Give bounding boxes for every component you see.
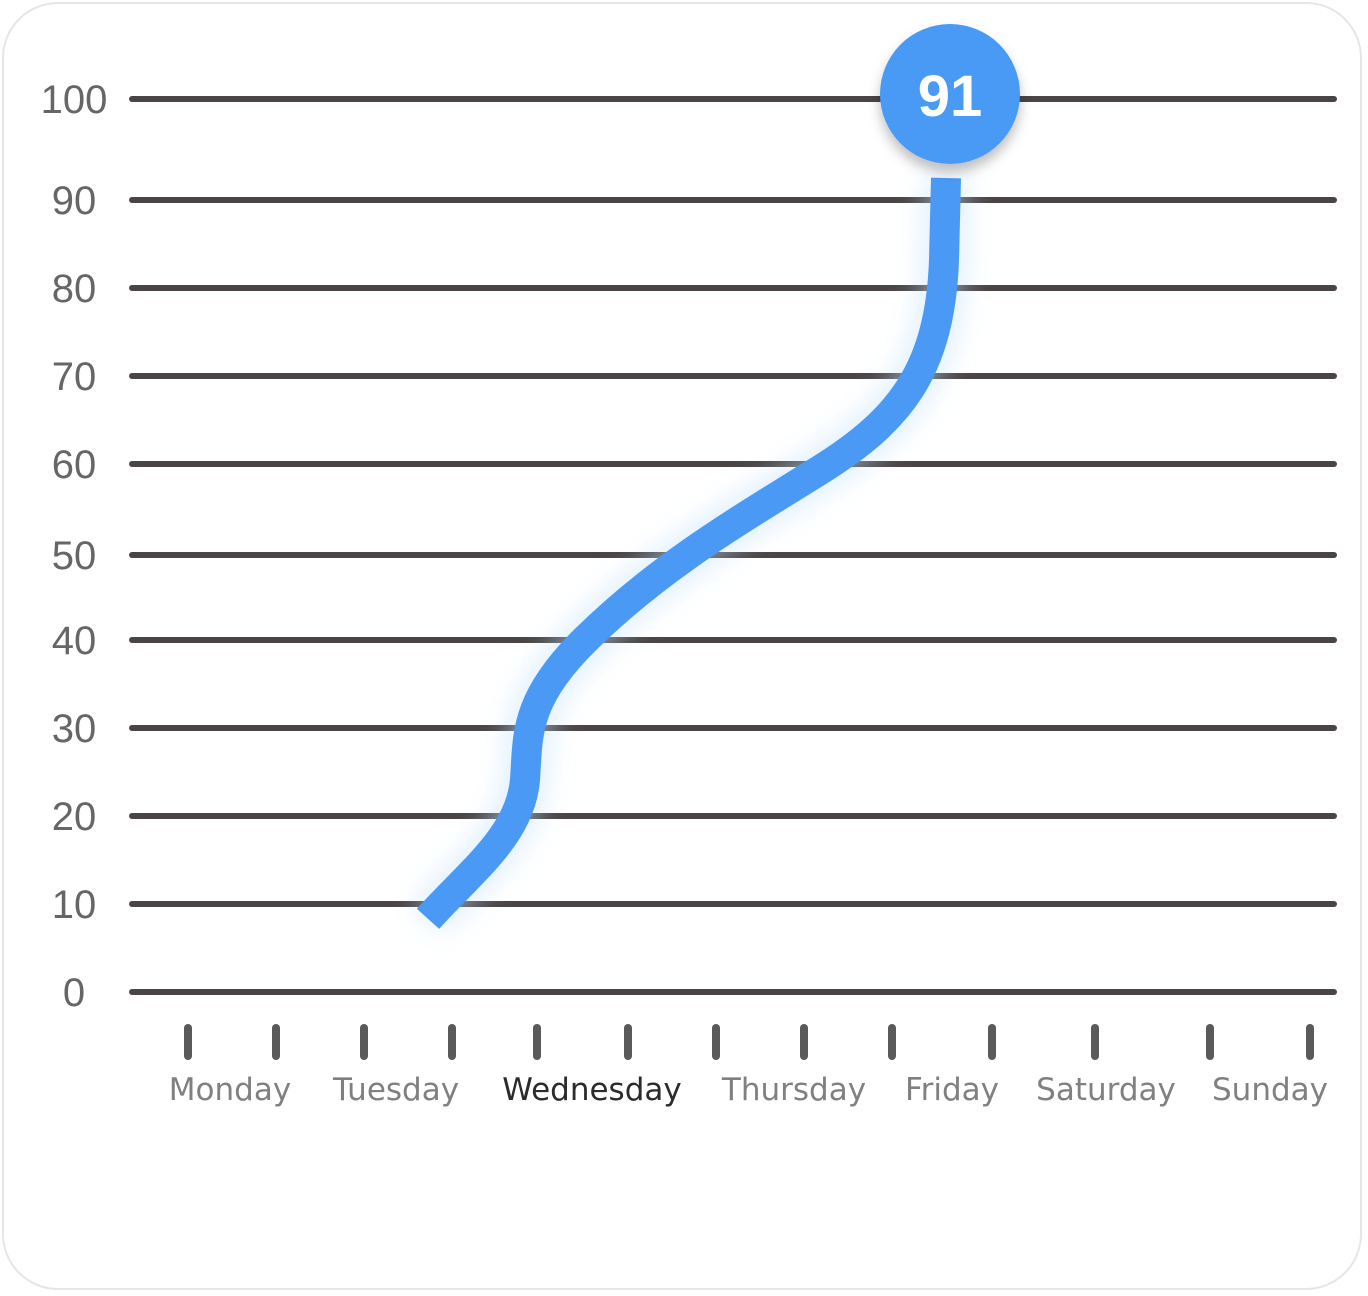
y-tick-label: 30 <box>52 707 97 751</box>
y-tick-label: 40 <box>52 619 97 663</box>
y-tick-label: 90 <box>52 179 97 223</box>
y-tick-label: 10 <box>52 883 97 927</box>
y-tick-label: 80 <box>52 267 97 311</box>
y-tick-label: 100 <box>41 78 108 122</box>
y-tick-label: 0 <box>63 971 85 1015</box>
x-label-monday: Monday <box>169 1072 291 1108</box>
x-label-tuesday: Tuesday <box>332 1072 459 1108</box>
series-line-path <box>416 177 961 929</box>
callout-value: 91 <box>918 64 983 129</box>
x-label-saturday: Saturday <box>1036 1072 1176 1108</box>
callout-bubble <box>880 24 1020 164</box>
y-tick-label: 70 <box>52 355 97 399</box>
y-tick-label: 20 <box>52 795 97 839</box>
gridlines <box>129 96 1337 995</box>
y-tick-label: 50 <box>52 534 97 578</box>
x-label-sunday: Sunday <box>1212 1072 1328 1108</box>
series-line <box>413 177 966 933</box>
value-callout: 91 <box>880 24 1020 164</box>
x-axis-labels: Monday Tuesday Wednesday Thursday Friday Satu… <box>169 1072 1328 1108</box>
x-label-friday: Friday <box>905 1072 999 1108</box>
y-tick-label: 60 <box>52 443 97 487</box>
x-axis-tick-marks <box>184 1024 1314 1060</box>
x-label-thursday: Thursday <box>721 1072 866 1108</box>
x-label-wednesday: Wednesday <box>502 1072 681 1108</box>
